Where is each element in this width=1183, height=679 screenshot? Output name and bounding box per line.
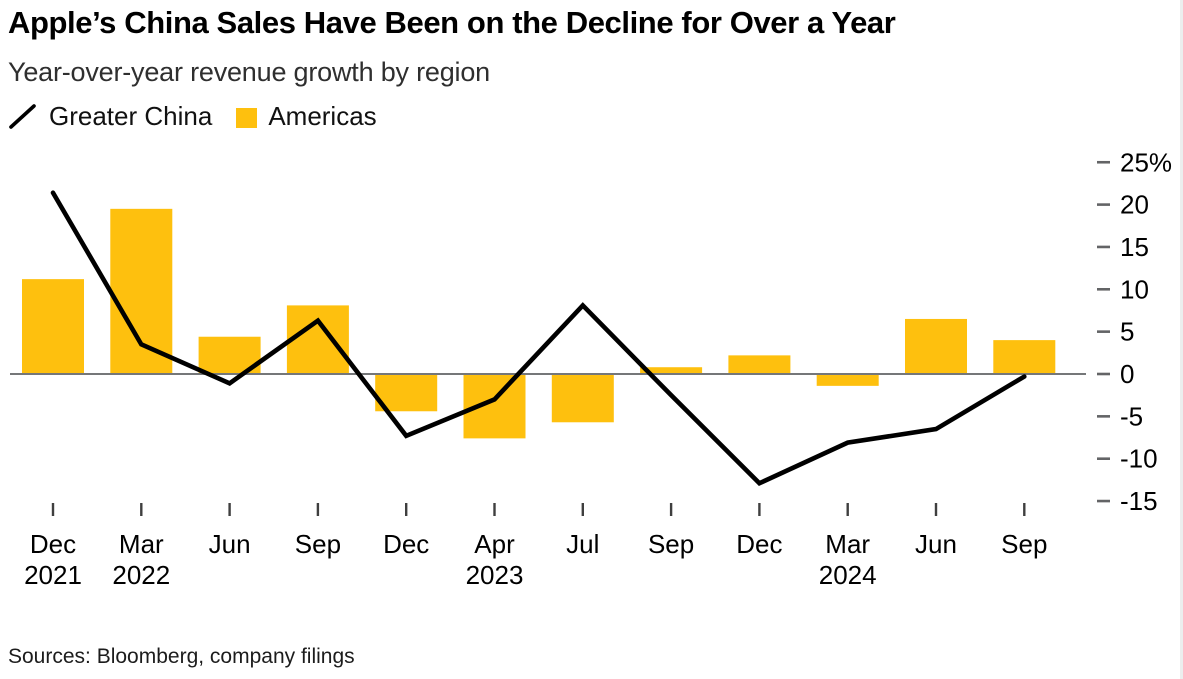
bar-americas-6: [551, 374, 614, 423]
x-month-label: Sep: [295, 529, 341, 559]
y-tick-label: 25%: [1120, 147, 1172, 177]
x-month-label: Dec: [383, 529, 429, 559]
y-tick-dash: [1097, 330, 1110, 333]
right-edge-divider: [1180, 0, 1183, 679]
y-tick-label: -15: [1120, 486, 1158, 516]
y-tick-label: 20: [1120, 190, 1149, 220]
bar-americas-1: [110, 208, 173, 374]
bar-americas-10: [905, 318, 967, 374]
x-month-label: Sep: [648, 529, 694, 559]
x-month-label: Mar: [825, 529, 870, 559]
x-month-label: Jun: [915, 529, 957, 559]
y-tick-dash: [1097, 160, 1110, 164]
y-tick-label: 15: [1120, 232, 1149, 262]
y-tick-dash: [1097, 245, 1110, 249]
x-month-label: Mar: [119, 529, 164, 559]
chart-legend: Greater China Americas: [8, 101, 377, 132]
y-tick-label: 5: [1120, 317, 1134, 347]
bar-americas-8: [728, 355, 791, 374]
x-month-label: Sep: [1001, 529, 1047, 559]
x-month-label: Jul: [566, 529, 599, 559]
bar-americas-3: [286, 305, 349, 374]
line-greater-china: [50, 190, 1027, 487]
y-tick-dash: [1097, 457, 1110, 460]
legend-label-americas: Americas: [268, 101, 377, 131]
x-month-label: Dec: [30, 529, 76, 559]
bar-series-swatch-icon: [236, 107, 258, 128]
legend-label-greater-china: Greater China: [49, 101, 213, 131]
x-year-label: 2022: [112, 560, 170, 590]
y-tick-dash: [1097, 372, 1110, 376]
y-tick-dash: [1097, 415, 1110, 418]
bar-americas-11: [993, 340, 1056, 374]
line-series-slash-icon: [9, 104, 36, 129]
y-tick-dash: [1097, 499, 1110, 503]
y-tick-label: 10: [1120, 274, 1149, 304]
y-tick-label: -10: [1120, 444, 1158, 474]
sources-note: Sources: Bloomberg, company filings: [8, 645, 355, 668]
bar-americas-7: [640, 367, 703, 374]
y-tick-dash: [1097, 203, 1110, 206]
x-month-label: Apr: [474, 529, 515, 559]
x-year-label: 2021: [24, 560, 82, 590]
chart-subtitle: Year-over-year revenue growth by region: [8, 57, 490, 87]
legend-item-greater-china: Greater China: [8, 101, 212, 132]
x-month-label: Jun: [209, 529, 251, 559]
y-tick-label: -5: [1120, 401, 1143, 431]
y-tick-dash: [1097, 288, 1110, 291]
legend-item-americas: Americas: [236, 101, 377, 132]
bar-americas-9: [816, 374, 879, 386]
bar-americas-0: [22, 279, 84, 374]
x-year-label: 2024: [819, 560, 877, 590]
x-year-label: 2023: [466, 560, 524, 590]
chart-title: Apple’s China Sales Have Been on the Dec…: [8, 5, 896, 40]
x-month-label: Dec: [736, 529, 782, 559]
y-tick-label: 0: [1120, 359, 1134, 389]
bar-americas-4: [375, 374, 438, 412]
